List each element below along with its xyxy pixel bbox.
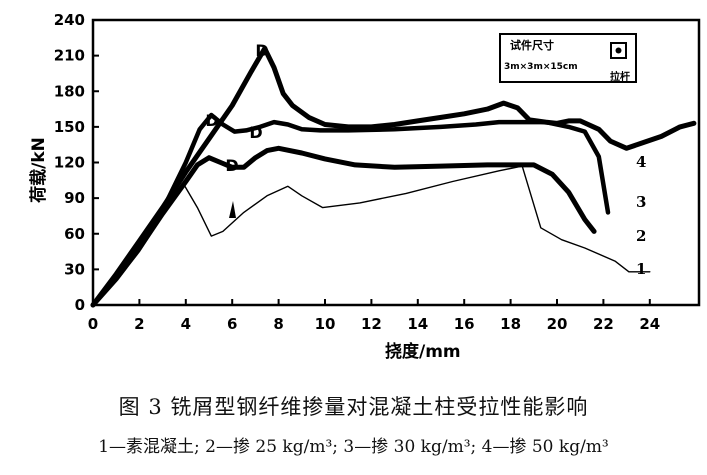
y-tick-label: 120: [54, 154, 85, 172]
x-axis-label: 挠度/mm: [385, 341, 461, 362]
legend-dot-icon: [615, 47, 622, 54]
y-tick-label: 60: [64, 225, 85, 243]
legend-line1: 试件尺寸: [510, 38, 554, 52]
figure-caption: 图 3 铣屑型钢纤维掺量对混凝土柱受拉性能影响: [118, 395, 589, 419]
x-tick-label: 4: [181, 315, 191, 333]
series-4-line: [90, 46, 697, 308]
y-tick-label: 240: [54, 11, 85, 29]
y-tick-label: 180: [54, 82, 85, 100]
peak-marker: D: [225, 156, 238, 175]
y-tick-label: 30: [64, 260, 85, 278]
y-tick-label: 90: [64, 189, 85, 207]
y-axis-label: 荷载/kN: [28, 137, 49, 203]
peak-marker: D: [205, 111, 218, 130]
series-label-2: 2: [636, 227, 646, 245]
x-tick-label: 2: [134, 315, 144, 333]
x-tick-label: 22: [593, 315, 614, 333]
legend-box: 试件尺寸 3m×3m×15cm 拉杆: [499, 33, 637, 83]
peak-marker: D: [255, 41, 268, 60]
x-tick-label: 12: [361, 315, 382, 333]
x-tick-label: 20: [547, 315, 568, 333]
arrow-up-icon: [229, 201, 236, 218]
x-tick-label: 16: [454, 315, 475, 333]
series-3-line: [90, 112, 611, 308]
series-label-1: 1: [636, 260, 646, 278]
series-label-4: 4: [636, 153, 646, 171]
series-2-line: [90, 145, 597, 308]
y-tick-label: 210: [54, 47, 85, 65]
series-label-3: 3: [636, 193, 646, 211]
legend-marker-label: 拉杆: [610, 70, 630, 83]
chart-figure: 0 2 4 6 8 10 12 14 16 18 20 22 240306090120150180210…: [28, 11, 701, 362]
legend-line2: 3m×3m×15cm: [504, 62, 578, 72]
x-tick-label: 10: [315, 315, 336, 333]
x-tick-label: 18: [500, 315, 521, 333]
x-tick-label: 24: [639, 315, 660, 333]
y-tick-label: 150: [54, 118, 85, 136]
x-tick-label: 6: [227, 315, 237, 333]
figure-legend-note: 1—素混凝土; 2—掺 25 kg/m³; 3—掺 30 kg/m³; 4—掺 …: [98, 437, 609, 457]
x-tick-label: 8: [273, 315, 283, 333]
peak-marker: D: [249, 123, 262, 142]
x-tick-label: 0: [88, 315, 98, 333]
y-tick-label: 0: [75, 296, 85, 314]
x-tick-label: 14: [407, 315, 428, 333]
